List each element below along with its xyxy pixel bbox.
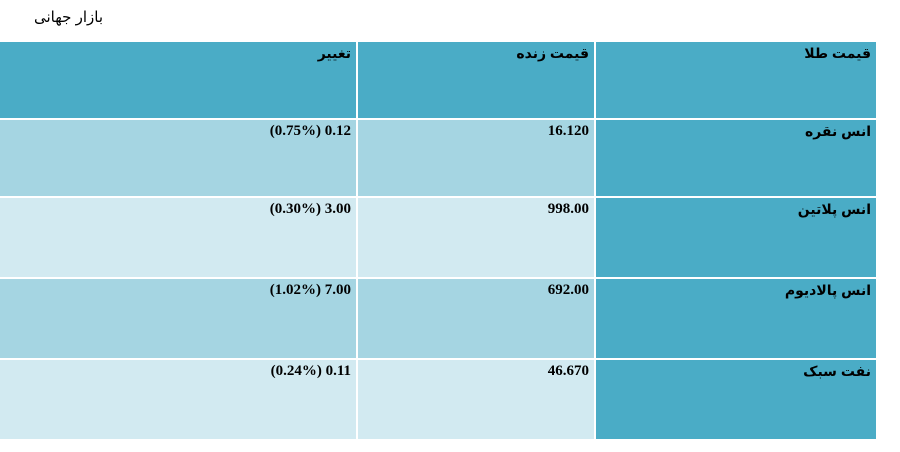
table-row-name: نفت سبک — [596, 360, 876, 439]
table-row-change: (0.24%) 0.11 — [0, 360, 356, 439]
header-gold-price: قیمت طلا — [596, 42, 876, 118]
table-row-name: انس پالادیوم — [596, 279, 876, 358]
table-row-change: (1.02%) 7.00 — [0, 279, 356, 358]
page-title: بازار جهانی — [34, 9, 104, 26]
table-row-price: 46.670 — [358, 360, 594, 439]
table-row-price: 16.120 — [358, 120, 594, 196]
header-live-price: قیمت زنده — [358, 42, 594, 118]
header-change: تغییر — [0, 42, 356, 118]
market-table: تغییر قیمت زنده قیمت طلا (0.75%) 0.12 16… — [0, 42, 876, 439]
table-row-price: 998.00 — [358, 198, 594, 277]
table-row-change: (0.30%) 3.00 — [0, 198, 356, 277]
table-row-price: 692.00 — [358, 279, 594, 358]
table-row-name: انس نقره — [596, 120, 876, 196]
table-row-change: (0.75%) 0.12 — [0, 120, 356, 196]
table-row-name: انس پلاتین — [596, 198, 876, 277]
